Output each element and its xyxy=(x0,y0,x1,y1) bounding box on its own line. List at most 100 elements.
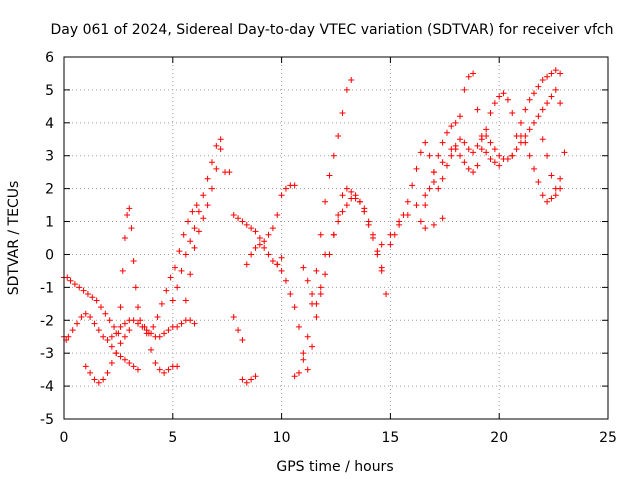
data-point xyxy=(171,264,178,271)
data-point xyxy=(335,218,342,225)
data-point xyxy=(189,208,196,215)
data-point xyxy=(230,211,237,218)
data-point xyxy=(178,267,185,274)
data-point xyxy=(84,290,91,297)
data-point xyxy=(461,86,468,93)
data-point xyxy=(67,277,74,284)
data-point xyxy=(443,129,450,136)
data-point xyxy=(252,373,259,380)
data-point xyxy=(154,313,161,320)
data-point xyxy=(156,366,163,373)
data-point xyxy=(544,198,551,205)
data-point xyxy=(517,132,524,139)
data-point xyxy=(426,152,433,159)
data-point xyxy=(163,287,170,294)
data-point xyxy=(326,172,333,179)
data-point xyxy=(93,297,100,304)
data-point xyxy=(496,93,503,100)
data-point xyxy=(531,119,538,126)
y-tick-label: 5 xyxy=(45,83,54,99)
data-point xyxy=(230,313,237,320)
data-point xyxy=(374,248,381,255)
data-point xyxy=(185,218,192,225)
data-point xyxy=(278,254,285,261)
data-point xyxy=(126,360,133,367)
data-point xyxy=(76,284,83,291)
data-point xyxy=(470,70,477,77)
data-point xyxy=(483,149,490,156)
data-point xyxy=(239,337,246,344)
data-point xyxy=(161,330,168,337)
data-point xyxy=(130,317,137,324)
data-point xyxy=(117,353,124,360)
data-point xyxy=(71,281,78,288)
data-point xyxy=(343,86,350,93)
data-point xyxy=(526,152,533,159)
data-point xyxy=(426,185,433,192)
data-point xyxy=(65,333,72,340)
data-series xyxy=(452,90,516,176)
data-point xyxy=(252,244,259,251)
data-point xyxy=(383,290,390,297)
data-point xyxy=(526,126,533,133)
data-point xyxy=(435,185,442,192)
data-point xyxy=(130,363,137,370)
data-point xyxy=(378,241,385,248)
data-point xyxy=(187,317,194,324)
data-point xyxy=(89,294,96,301)
x-tick-label: 0 xyxy=(60,430,69,446)
data-point xyxy=(552,185,559,192)
grid xyxy=(64,57,608,419)
data-point xyxy=(313,267,320,274)
data-series xyxy=(230,313,246,344)
data-point xyxy=(461,159,468,166)
data-point xyxy=(156,333,163,340)
data-point xyxy=(87,369,94,376)
data-point xyxy=(548,172,555,179)
data-point xyxy=(352,195,359,202)
data-series xyxy=(378,146,455,248)
data-point xyxy=(191,320,198,327)
data-point xyxy=(243,221,250,228)
data-point xyxy=(557,100,564,107)
data-point xyxy=(235,327,242,334)
data-point xyxy=(487,109,494,116)
data-point xyxy=(465,165,472,172)
data-point xyxy=(504,156,511,163)
data-point xyxy=(491,146,498,153)
data-point xyxy=(422,225,429,232)
data-point xyxy=(256,235,263,241)
data-point xyxy=(522,106,529,113)
data-point xyxy=(119,267,126,274)
data-point xyxy=(304,366,311,373)
data-point xyxy=(300,350,307,357)
data-point xyxy=(513,146,520,153)
data-series xyxy=(169,136,224,304)
data-point xyxy=(187,271,194,278)
data-point xyxy=(430,179,437,186)
data-point xyxy=(165,327,172,334)
data-point xyxy=(167,274,174,281)
data-point xyxy=(296,323,303,330)
data-point xyxy=(213,165,220,172)
data-point xyxy=(174,284,181,291)
data-point xyxy=(134,304,141,311)
y-tick-label: -4 xyxy=(40,379,54,395)
data-point xyxy=(478,132,485,139)
data-point xyxy=(461,139,468,146)
y-tick-label: -5 xyxy=(40,412,54,428)
data-point xyxy=(465,146,472,153)
data-point xyxy=(137,317,144,324)
data-point xyxy=(158,300,165,307)
data-series xyxy=(539,136,568,192)
data-point xyxy=(526,96,533,103)
data-point xyxy=(152,360,159,367)
data-point xyxy=(121,235,128,241)
x-tick-label: 15 xyxy=(381,430,399,446)
data-point xyxy=(204,202,211,209)
data-point xyxy=(557,175,564,182)
data-point xyxy=(87,313,94,320)
data-point xyxy=(343,202,350,209)
data-point xyxy=(130,258,137,265)
data-series xyxy=(108,343,141,373)
